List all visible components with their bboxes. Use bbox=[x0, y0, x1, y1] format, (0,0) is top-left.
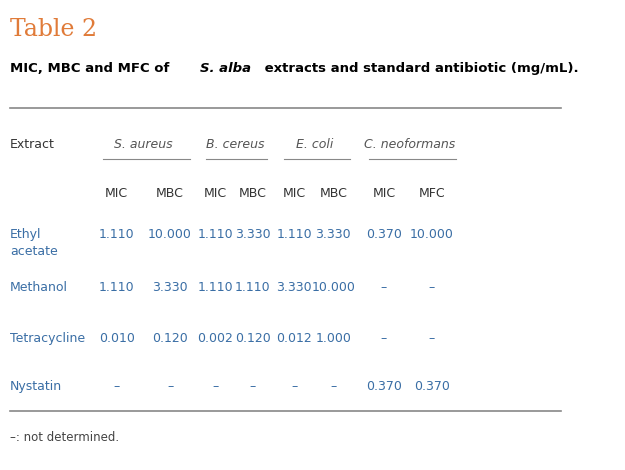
Text: 1.000: 1.000 bbox=[315, 332, 351, 345]
Text: 10.000: 10.000 bbox=[311, 281, 355, 294]
Text: –: – bbox=[212, 380, 218, 393]
Text: S. aureus: S. aureus bbox=[114, 138, 172, 151]
Text: 0.370: 0.370 bbox=[414, 380, 449, 393]
Text: MIC: MIC bbox=[283, 187, 306, 200]
Text: 3.330: 3.330 bbox=[152, 281, 188, 294]
Text: 0.002: 0.002 bbox=[197, 332, 233, 345]
Text: –: – bbox=[429, 281, 435, 294]
Text: 1.110: 1.110 bbox=[277, 228, 312, 241]
Text: MIC: MIC bbox=[204, 187, 227, 200]
Text: MBC: MBC bbox=[319, 187, 347, 200]
Text: MBC: MBC bbox=[239, 187, 267, 200]
Text: 1.110: 1.110 bbox=[99, 228, 134, 241]
Text: Methanol: Methanol bbox=[10, 281, 68, 294]
Text: –: – bbox=[429, 332, 435, 345]
Text: MIC: MIC bbox=[372, 187, 396, 200]
Text: Ethyl
acetate: Ethyl acetate bbox=[10, 228, 58, 258]
Text: –: – bbox=[330, 380, 336, 393]
Text: –: – bbox=[167, 380, 173, 393]
Text: 1.110: 1.110 bbox=[235, 281, 271, 294]
Text: C. neoformans: C. neoformans bbox=[364, 138, 455, 151]
Text: B. cereus: B. cereus bbox=[206, 138, 264, 151]
Text: –: not determined.: –: not determined. bbox=[10, 431, 119, 444]
Text: S. alba: S. alba bbox=[200, 62, 251, 75]
Text: Extract: Extract bbox=[10, 138, 54, 151]
Text: 0.370: 0.370 bbox=[366, 380, 402, 393]
Text: 0.010: 0.010 bbox=[99, 332, 134, 345]
Text: –: – bbox=[249, 380, 256, 393]
Text: 3.330: 3.330 bbox=[316, 228, 351, 241]
Text: 10.000: 10.000 bbox=[148, 228, 192, 241]
Text: Nystatin: Nystatin bbox=[10, 380, 62, 393]
Text: 3.330: 3.330 bbox=[235, 228, 271, 241]
Text: MBC: MBC bbox=[156, 187, 184, 200]
Text: 1.110: 1.110 bbox=[99, 281, 134, 294]
Text: 10.000: 10.000 bbox=[410, 228, 454, 241]
Text: extracts and standard antibiotic (mg/mL).: extracts and standard antibiotic (mg/mL)… bbox=[259, 62, 578, 75]
Text: E. coli: E. coli bbox=[296, 138, 333, 151]
Text: 1.110: 1.110 bbox=[198, 281, 233, 294]
Text: 3.330: 3.330 bbox=[277, 281, 312, 294]
Text: MFC: MFC bbox=[418, 187, 445, 200]
Text: –: – bbox=[381, 281, 387, 294]
Text: –: – bbox=[114, 380, 120, 393]
Text: 1.110: 1.110 bbox=[198, 228, 233, 241]
Text: Tetracycline: Tetracycline bbox=[10, 332, 85, 345]
Text: 0.370: 0.370 bbox=[366, 228, 402, 241]
Text: 0.120: 0.120 bbox=[235, 332, 271, 345]
Text: –: – bbox=[291, 380, 297, 393]
Text: –: – bbox=[381, 332, 387, 345]
Text: MIC: MIC bbox=[105, 187, 128, 200]
Text: 0.120: 0.120 bbox=[152, 332, 188, 345]
Text: Table 2: Table 2 bbox=[10, 18, 97, 41]
Text: MIC, MBC and MFC of: MIC, MBC and MFC of bbox=[10, 62, 174, 75]
Text: 0.012: 0.012 bbox=[276, 332, 312, 345]
